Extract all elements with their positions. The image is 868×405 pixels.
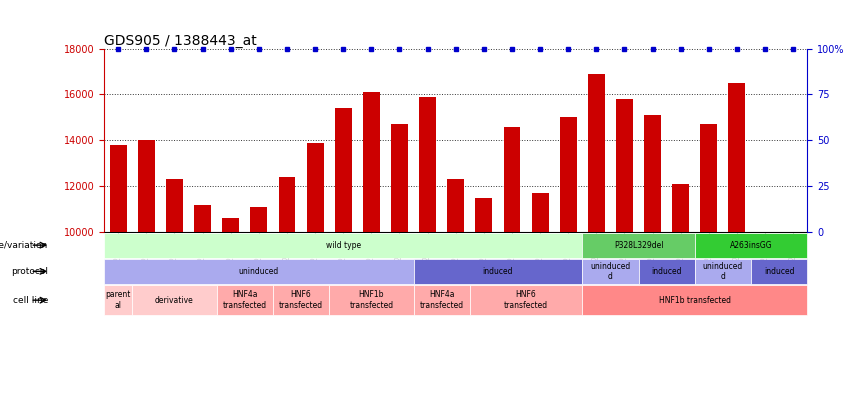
Text: induced: induced xyxy=(651,267,682,276)
Text: HNF4a
transfected: HNF4a transfected xyxy=(419,290,464,310)
Bar xyxy=(588,74,605,405)
Text: HNF4a
transfected: HNF4a transfected xyxy=(223,290,266,310)
FancyBboxPatch shape xyxy=(104,232,582,258)
FancyBboxPatch shape xyxy=(413,259,582,284)
Bar xyxy=(335,108,352,405)
Bar xyxy=(138,140,155,405)
Text: parent
al: parent al xyxy=(106,290,131,310)
Text: protocol: protocol xyxy=(11,267,48,276)
FancyBboxPatch shape xyxy=(132,285,217,315)
Text: HNF1b
transfected: HNF1b transfected xyxy=(349,290,393,310)
Bar xyxy=(447,179,464,405)
Text: uninduced: uninduced xyxy=(239,267,279,276)
Bar xyxy=(391,124,408,405)
Text: wild type: wild type xyxy=(326,241,361,249)
Bar xyxy=(728,83,746,405)
FancyBboxPatch shape xyxy=(273,285,329,315)
Bar xyxy=(503,126,521,405)
Bar xyxy=(531,193,549,405)
Bar xyxy=(560,117,576,405)
Bar xyxy=(476,198,492,405)
Bar xyxy=(306,143,324,405)
Bar xyxy=(419,97,436,405)
Text: cell line: cell line xyxy=(12,296,48,305)
FancyBboxPatch shape xyxy=(639,259,694,284)
Text: P328L329del: P328L329del xyxy=(614,241,663,249)
FancyBboxPatch shape xyxy=(751,259,807,284)
Text: A263insGG: A263insGG xyxy=(730,241,773,249)
Bar xyxy=(109,145,127,405)
Bar xyxy=(672,184,689,405)
FancyBboxPatch shape xyxy=(582,259,639,284)
Text: HNF1b transfected: HNF1b transfected xyxy=(659,296,731,305)
FancyBboxPatch shape xyxy=(104,285,132,315)
Bar xyxy=(644,115,661,405)
Text: GDS905 / 1388443_at: GDS905 / 1388443_at xyxy=(104,34,257,47)
Text: uninduced
d: uninduced d xyxy=(703,262,743,281)
Bar xyxy=(616,99,633,405)
FancyBboxPatch shape xyxy=(104,259,413,284)
FancyBboxPatch shape xyxy=(329,285,413,315)
FancyBboxPatch shape xyxy=(582,232,694,258)
Text: induced: induced xyxy=(483,267,513,276)
Bar xyxy=(222,218,240,405)
Text: HNF6
transfected: HNF6 transfected xyxy=(279,290,323,310)
FancyBboxPatch shape xyxy=(582,285,807,315)
Bar xyxy=(194,205,211,405)
Bar xyxy=(166,179,183,405)
FancyBboxPatch shape xyxy=(413,285,470,315)
Bar xyxy=(700,124,717,405)
Text: uninduced
d: uninduced d xyxy=(590,262,630,281)
Bar xyxy=(279,177,295,405)
Text: induced: induced xyxy=(764,267,794,276)
Text: HNF6
transfected: HNF6 transfected xyxy=(504,290,548,310)
Bar xyxy=(250,207,267,405)
FancyBboxPatch shape xyxy=(694,232,807,258)
Text: derivative: derivative xyxy=(155,296,194,305)
Text: genotype/variation: genotype/variation xyxy=(0,241,48,249)
Bar xyxy=(363,92,380,405)
FancyBboxPatch shape xyxy=(470,285,582,315)
FancyBboxPatch shape xyxy=(694,259,751,284)
FancyBboxPatch shape xyxy=(217,285,273,315)
